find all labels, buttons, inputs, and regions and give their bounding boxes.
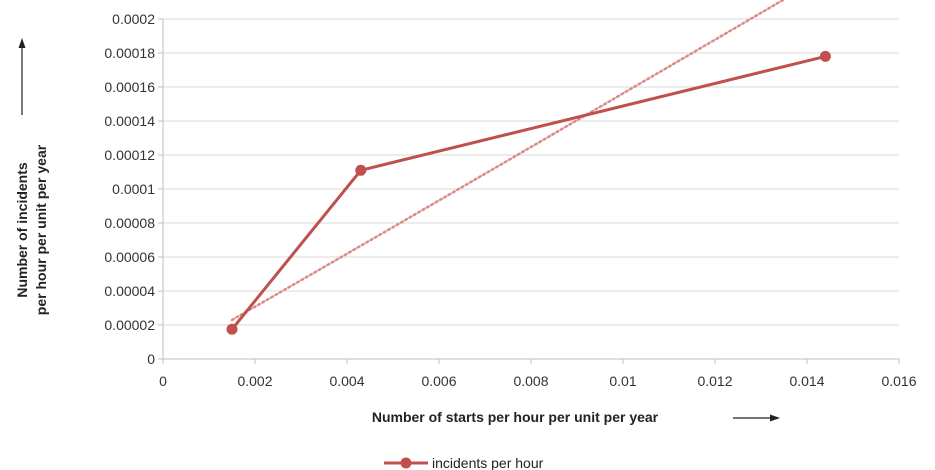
data-point [226, 323, 238, 335]
x-tick-label: 0.012 [697, 373, 732, 389]
legend-label: incidents per hour [432, 455, 544, 470]
y-tick-label: 0.0001 [112, 181, 155, 197]
series [226, 50, 831, 335]
series-line [230, 54, 826, 331]
x-tick-label: 0.01 [609, 373, 636, 389]
x-tick-label: 0.014 [789, 373, 824, 389]
x-tick-label: 0.002 [237, 373, 272, 389]
y-tick-label: 0.00016 [104, 79, 155, 95]
y-tick-label: 0.00004 [104, 283, 155, 299]
data-point [819, 50, 831, 62]
y-tick-label: 0.00012 [104, 147, 155, 163]
grid [163, 18, 899, 326]
trendline [230, 0, 786, 322]
y-tick-label: 0.0002 [112, 11, 155, 27]
x-tick-label: 0.006 [421, 373, 456, 389]
y-tick-label: 0.00014 [104, 113, 155, 129]
y-tick-label: 0 [147, 351, 155, 367]
legend: incidents per hour [384, 455, 544, 470]
y-tick-label: 0.00002 [104, 317, 155, 333]
data-point [355, 164, 367, 176]
y-tick-label: 0.00006 [104, 249, 155, 265]
y-axis-title-line-1: Number of incidents [14, 162, 30, 298]
y-axis-title: Number of incidents per hour per unit pe… [14, 144, 49, 315]
y-axis-arrow [18, 38, 26, 115]
y-axis-title-line-2: per hour per unit per year [33, 144, 49, 315]
x-tick-label: 0.004 [329, 373, 364, 389]
x-tick-label: 0.008 [513, 373, 548, 389]
x-axis-arrow [733, 414, 780, 422]
axes: 0 0.00002 0.00004 0.00006 0.00008 0.0001 0.000… [104, 11, 916, 389]
legend-marker-swatch [400, 457, 412, 469]
x-tick-label: 0.016 [881, 373, 916, 389]
x-axis-title: Number of starts per hour per unit per y… [372, 409, 659, 425]
y-tick-label: 0.00018 [104, 45, 155, 61]
y-tick-label: 0.00008 [104, 215, 155, 231]
x-tick-label: 0 [159, 373, 167, 389]
power-trendline [230, 0, 786, 322]
